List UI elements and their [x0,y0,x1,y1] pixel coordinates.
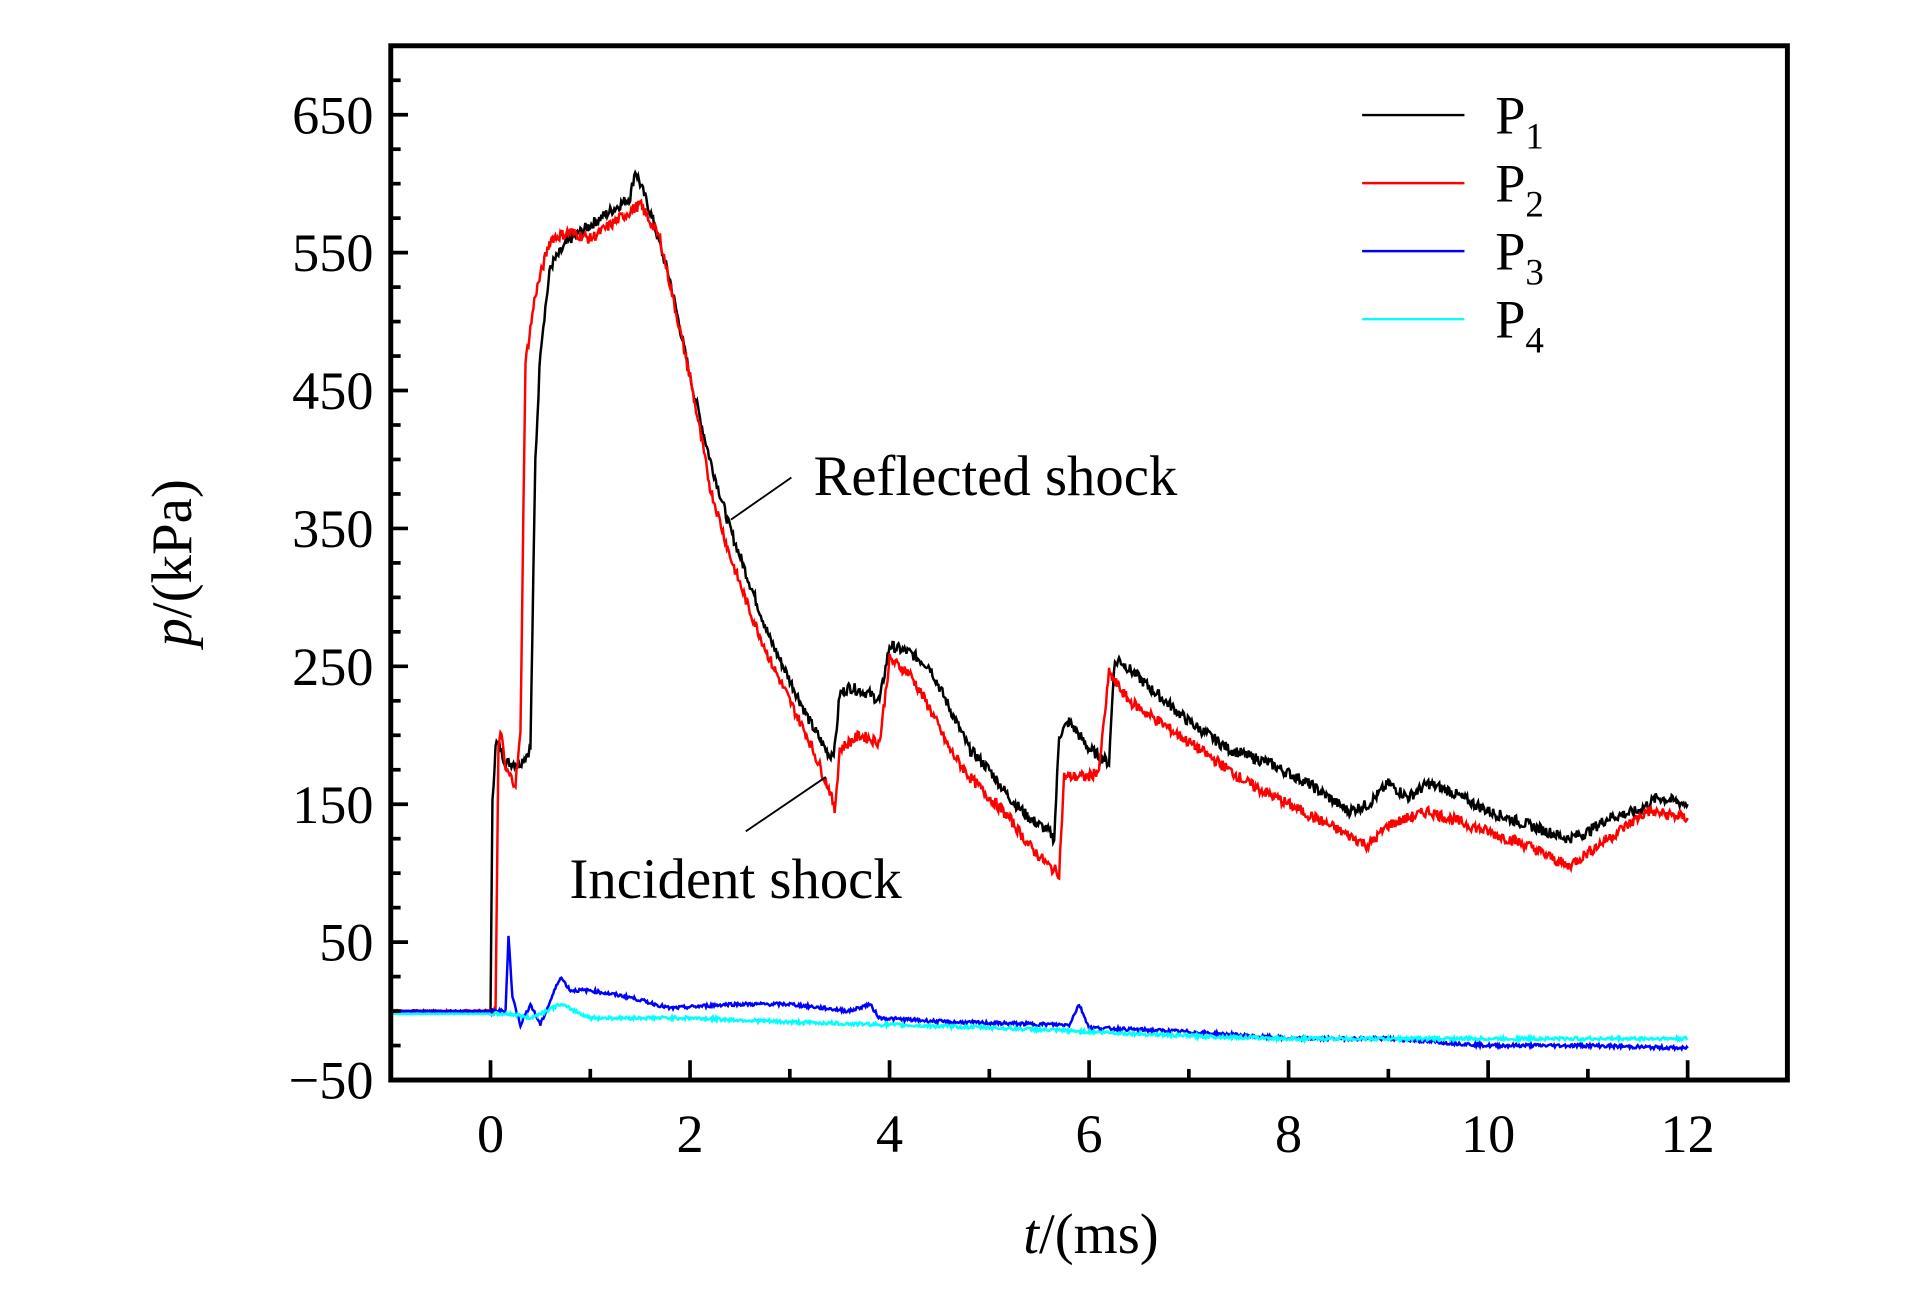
legend-label: P2 [1495,154,1544,226]
x-axis-unit: /(ms) [1039,1203,1159,1266]
legend-label: P4 [1495,290,1544,362]
ticks-layer: 0 2 4 6 8 10 12 −50 50 150 250 350 450 550 650 [289,78,1715,1164]
legend-label: P1 [1495,86,1544,158]
series-p1-line [390,169,1689,1016]
x-tick-label: 6 [1076,1104,1103,1164]
x-tick-label: 0 [477,1104,504,1164]
y-axis-var: p [141,618,204,650]
y-tick-label: 50 [319,913,373,973]
x-axis-var: t [1023,1203,1040,1266]
plot-frame [388,43,1790,1083]
reflected-shock-leader [730,476,792,521]
y-tick-label: 350 [292,499,373,559]
reflected-shock-label: Reflected shock [814,445,1178,508]
legend-label: P3 [1495,222,1544,294]
legend-item-p2: P2 [1362,154,1544,226]
x-tick-label: 4 [876,1104,903,1164]
y-axis-unit: /(kPa) [141,479,204,618]
y-tick-label: 550 [292,223,373,283]
incident-shock-leader [745,776,827,833]
y-axis-label: p/(kPa) [141,479,204,651]
y-tick-label: 650 [292,85,373,145]
y-tick-label: 250 [292,637,373,697]
y-tick-label: 150 [292,775,373,835]
y-tick-label: −50 [289,1050,374,1110]
x-tick-label: 2 [676,1104,703,1164]
series-layer [389,169,1689,1052]
x-tick-label: 12 [1661,1104,1715,1164]
series-p4-line [390,1002,1689,1045]
x-tick-label: 10 [1461,1104,1515,1164]
x-axis-label: t/(ms) [1023,1203,1158,1266]
legend-item-p4: P4 [1362,290,1544,362]
legend-item-p1: P1 [1362,86,1544,158]
y-tick-label: 450 [292,361,373,421]
incident-shock-label: Incident shock [570,848,903,911]
legend-item-p3: P3 [1362,222,1544,294]
series-p3-line [390,935,1689,1052]
x-tick-label: 8 [1275,1104,1302,1164]
series-p2-line [389,198,1689,1018]
